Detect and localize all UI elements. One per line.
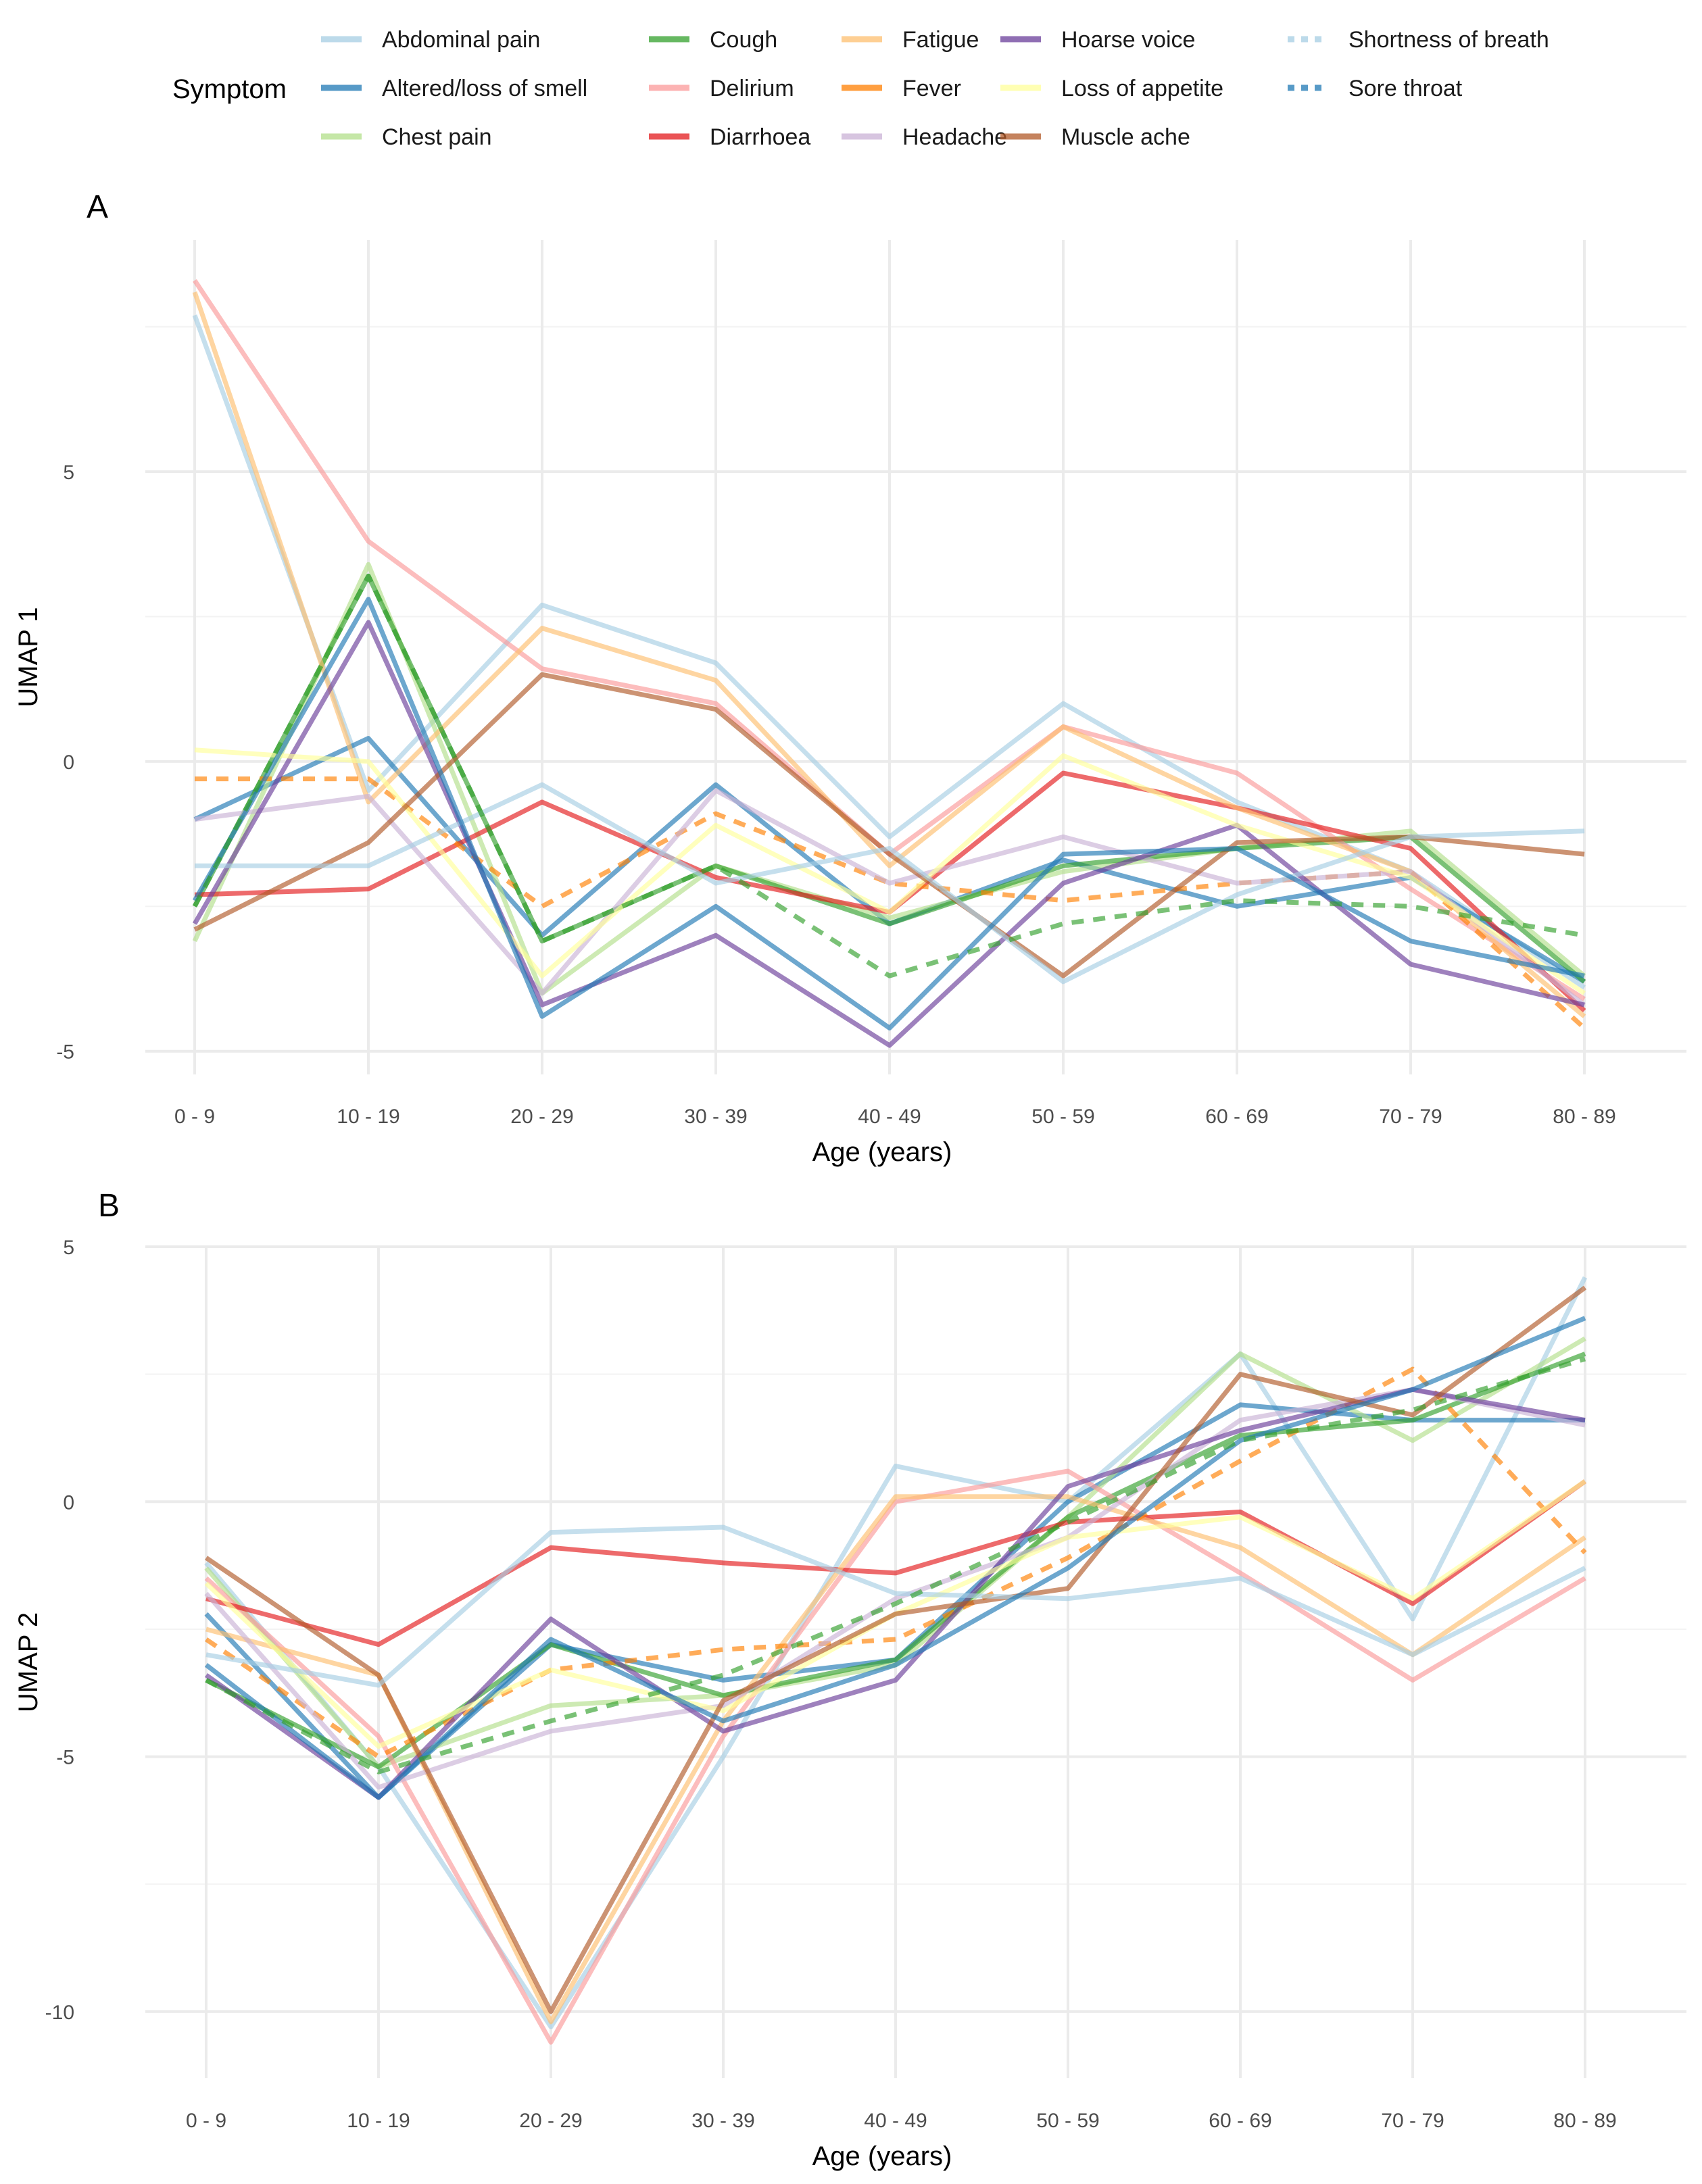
legend: Symptom Abdominal pain Altered/loss of sm… [172, 27, 1549, 150]
x-tick-label: 0 - 9 [186, 2110, 226, 2132]
x-tick-label: 80 - 89 [1553, 2110, 1616, 2132]
y-tick-label: 5 [63, 1237, 74, 1259]
x-tick-label: 40 - 49 [858, 1106, 921, 1128]
legend-label: Chest pain [382, 124, 492, 150]
series-line-abdominal-pain [204, 1276, 1588, 2029]
y-axis-title: UMAP 1 [14, 607, 43, 707]
series-line-sore-throat [192, 597, 1585, 1031]
legend-label: Abdominal pain [382, 27, 540, 53]
x-axis-title: Age (years) [812, 1137, 952, 1167]
y-tick-label: -5 [56, 1747, 74, 1769]
legend-title: Symptom [172, 74, 287, 104]
legend-item-sore-throat: Sore throat [1288, 76, 1463, 101]
x-tick-label: 20 - 29 [519, 2110, 582, 2132]
legend-label: Loss of appetite [1061, 76, 1223, 101]
x-tick-label: 0 - 9 [174, 1106, 215, 1128]
series-line-loss-of-appetite [194, 747, 1586, 995]
legend-item-abdominal-pain: Abdominal pain [321, 27, 540, 53]
legend-label: Fatigue [902, 27, 979, 53]
legend-item-altered-loss-of-smell: Altered/loss of smell [321, 76, 587, 101]
x-tick-label: 70 - 79 [1379, 1106, 1442, 1128]
series-line-cough-dashed [205, 1356, 1586, 1775]
legend-label: Headache [902, 124, 1007, 150]
legend-item-cough: Cough [649, 27, 777, 53]
series-line-sore-throat [204, 1316, 1586, 1800]
y-tick-label: 5 [63, 462, 74, 484]
x-tick-label: 10 - 19 [347, 2110, 410, 2132]
series-line-delirium [204, 1468, 1586, 2045]
series-group [204, 1276, 1588, 2045]
legend-item-loss-of-appetite: Loss of appetite [1000, 76, 1223, 101]
series-line-cough-dashed [192, 573, 1585, 978]
x-tick-label: 50 - 59 [1031, 1106, 1094, 1128]
series-line-shortness-of-breath [205, 1524, 1586, 1688]
chart-panel-a: -5 0 5 0 - 9 10 - 19 20 - 29 30 - 39 40 - 49 50 … [14, 189, 1686, 1167]
legend-item-shortness-of-breath: Shortness of breath [1288, 27, 1549, 53]
x-tick-label: 50 - 59 [1036, 2110, 1099, 2132]
legend-label: Shortness of breath [1348, 27, 1549, 53]
x-axis-title: Age (years) [812, 2141, 952, 2171]
y-tick-label: -10 [45, 2002, 74, 2024]
legend-label: Sore throat [1348, 76, 1463, 101]
x-tick-label: 30 - 39 [684, 1106, 747, 1128]
legend-item-muscle-ache: Muscle ache [1000, 124, 1190, 150]
series-line-headache [194, 788, 1586, 1007]
legend-item-delirium: Delirium [649, 76, 794, 101]
x-tick-label: 30 - 39 [691, 2110, 754, 2132]
x-tick-label: 70 - 79 [1381, 2110, 1444, 2132]
legend-item-fever: Fever [842, 76, 961, 101]
x-tick-label: 80 - 89 [1553, 1106, 1615, 1128]
legend-item-headache: Headache [842, 124, 1007, 150]
x-tick-label: 20 - 29 [510, 1106, 573, 1128]
x-tick-label: 40 - 49 [864, 2110, 927, 2132]
panel-tag: A [87, 189, 108, 225]
legend-label: Diarrhoea [710, 124, 810, 150]
y-axis-title: UMAP 2 [14, 1612, 43, 1712]
y-tick-label: 0 [63, 751, 74, 774]
legend-label: Muscle ache [1061, 124, 1190, 150]
legend-label: Hoarse voice [1061, 27, 1195, 53]
series-line-hoarse-voice [192, 620, 1585, 1048]
y-tick-label: 0 [63, 1491, 74, 1514]
x-tick-label: 60 - 69 [1205, 1106, 1268, 1128]
y-tick-label: -5 [56, 1041, 74, 1064]
legend-item-diarrhoea: Diarrhoea [649, 124, 810, 150]
series-line-muscle-ache [205, 1285, 1587, 2014]
legend-item-fatigue: Fatigue [842, 27, 979, 53]
series-group [192, 279, 1586, 1048]
legend-label: Fever [902, 76, 961, 101]
legend-item-hoarse-voice: Hoarse voice [1000, 27, 1195, 53]
x-tick-label: 60 - 69 [1209, 2110, 1271, 2132]
panel-tag: B [98, 1188, 120, 1224]
legend-label: Delirium [710, 76, 794, 101]
legend-label: Altered/loss of smell [382, 76, 587, 101]
x-tick-label: 10 - 19 [337, 1106, 399, 1128]
series-line-cough [205, 1351, 1586, 1770]
series-line-shortness-of-breath [195, 782, 1585, 985]
series-line-muscle-ache [193, 672, 1585, 978]
legend-label: Cough [710, 27, 777, 53]
legend-item-chest-pain: Chest pain [321, 124, 492, 150]
chart-panel-b: -10 -5 0 5 0 - 9 10 - 19 20 - 29 30 - 39 40 - 49… [14, 1188, 1686, 2171]
